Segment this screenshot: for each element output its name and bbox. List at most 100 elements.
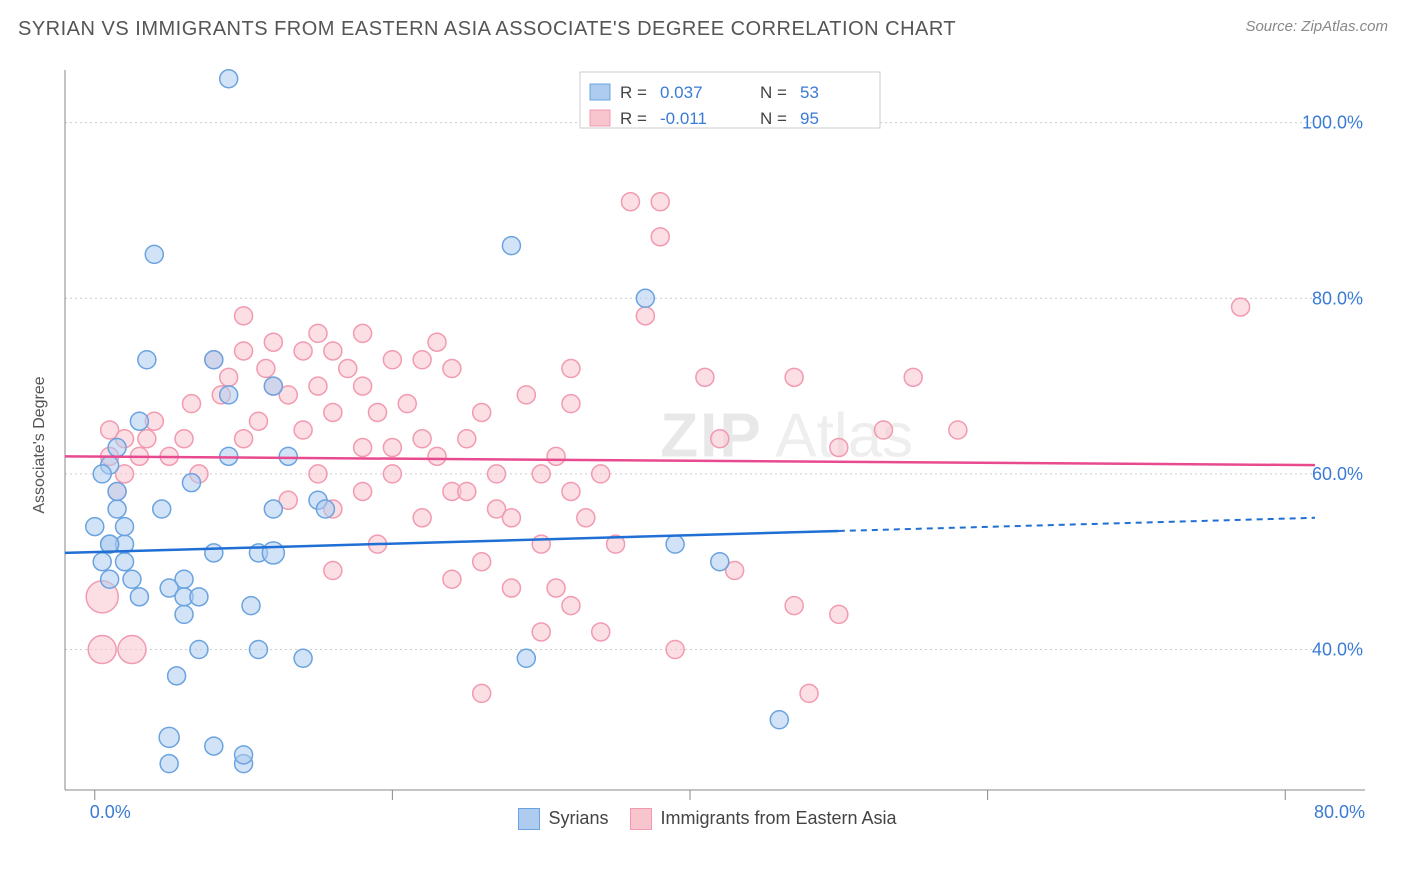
data-point-pink (547, 579, 565, 597)
legend-swatch (590, 110, 610, 126)
data-point-pink (235, 307, 253, 325)
data-point-pink (182, 395, 200, 413)
data-point-blue (205, 544, 223, 562)
chart-title: SYRIAN VS IMMIGRANTS FROM EASTERN ASIA A… (18, 18, 956, 41)
watermark-text: Atlas (775, 401, 913, 470)
data-point-blue (153, 500, 171, 518)
data-point-blue (101, 570, 119, 588)
data-point-pink (488, 465, 506, 483)
data-point-pink (118, 636, 146, 664)
data-point-pink (577, 509, 595, 527)
data-point-blue (108, 439, 126, 457)
data-point-pink (532, 535, 550, 553)
data-point-blue (517, 649, 535, 667)
data-point-blue (264, 500, 282, 518)
data-point-pink (473, 553, 491, 571)
data-point-blue (108, 500, 126, 518)
data-point-pink (904, 368, 922, 386)
data-point-blue (636, 289, 654, 307)
data-point-pink (502, 509, 520, 527)
data-point-pink (309, 324, 327, 342)
data-point-blue (770, 711, 788, 729)
legend-item: Immigrants from Eastern Asia (630, 808, 896, 830)
data-point-blue (86, 518, 104, 536)
data-point-pink (138, 430, 156, 448)
data-point-blue (182, 474, 200, 492)
data-point-blue (279, 447, 297, 465)
data-point-blue (160, 755, 178, 773)
data-point-blue (242, 597, 260, 615)
data-point-pink (785, 597, 803, 615)
data-point-blue (205, 351, 223, 369)
data-point-pink (383, 439, 401, 457)
legend-r-value: 0.037 (660, 83, 703, 102)
data-point-pink (1232, 298, 1250, 316)
data-point-pink (547, 447, 565, 465)
data-point-pink (830, 439, 848, 457)
legend-n-label: N = (760, 109, 787, 128)
data-point-blue (316, 500, 334, 518)
data-point-pink (428, 333, 446, 351)
data-point-blue (138, 351, 156, 369)
data-point-blue (190, 588, 208, 606)
data-point-pink (443, 360, 461, 378)
legend-r-label: R = (620, 83, 647, 102)
data-point-blue (249, 641, 267, 659)
data-point-pink (636, 307, 654, 325)
data-point-pink (502, 579, 520, 597)
data-point-blue (145, 245, 163, 263)
data-point-pink (517, 386, 535, 404)
data-point-pink (235, 342, 253, 360)
y-tick-label: 60.0% (1312, 464, 1363, 484)
data-point-pink (473, 684, 491, 702)
data-point-pink (324, 561, 342, 579)
legend-item: Syrians (518, 808, 608, 830)
data-point-blue (264, 377, 282, 395)
data-point-pink (249, 412, 267, 430)
data-point-blue (205, 737, 223, 755)
data-point-pink (443, 570, 461, 588)
data-point-pink (592, 623, 610, 641)
chart-area: Associate's Degree ZIPAtlas40.0%60.0%80.… (50, 60, 1365, 830)
data-point-pink (562, 360, 580, 378)
data-point-pink (175, 430, 193, 448)
data-point-blue (711, 553, 729, 571)
data-point-pink (354, 324, 372, 342)
data-point-pink (800, 684, 818, 702)
trend-line-blue-extrapolated (839, 518, 1315, 531)
y-tick-label: 40.0% (1312, 640, 1363, 660)
data-point-blue (168, 667, 186, 685)
y-tick-label: 100.0% (1302, 113, 1363, 133)
data-point-pink (458, 430, 476, 448)
data-point-pink (592, 465, 610, 483)
data-point-pink (532, 623, 550, 641)
data-point-pink (383, 351, 401, 369)
data-point-pink (324, 342, 342, 360)
data-point-pink (413, 351, 431, 369)
data-point-pink (458, 482, 476, 500)
trend-line-blue (65, 531, 839, 553)
legend-label: Immigrants from Eastern Asia (660, 808, 896, 828)
data-point-pink (874, 421, 892, 439)
data-point-pink (383, 465, 401, 483)
data-point-blue (294, 649, 312, 667)
data-point-pink (785, 368, 803, 386)
scatter-plot: ZIPAtlas40.0%60.0%80.0%100.0%0.0%80.0%R … (50, 60, 1365, 875)
legend-swatch (590, 84, 610, 100)
data-point-blue (93, 553, 111, 571)
data-point-blue (159, 727, 179, 747)
data-point-blue (116, 518, 134, 536)
data-point-blue (235, 746, 253, 764)
legend-n-value: 95 (800, 109, 819, 128)
data-point-blue (220, 70, 238, 88)
data-point-pink (532, 465, 550, 483)
data-point-pink (473, 403, 491, 421)
legend-r-label: R = (620, 109, 647, 128)
data-point-pink (562, 482, 580, 500)
data-point-blue (220, 386, 238, 404)
data-point-pink (309, 377, 327, 395)
data-point-pink (651, 193, 669, 211)
legend-n-label: N = (760, 83, 787, 102)
data-point-pink (413, 430, 431, 448)
data-point-pink (562, 597, 580, 615)
